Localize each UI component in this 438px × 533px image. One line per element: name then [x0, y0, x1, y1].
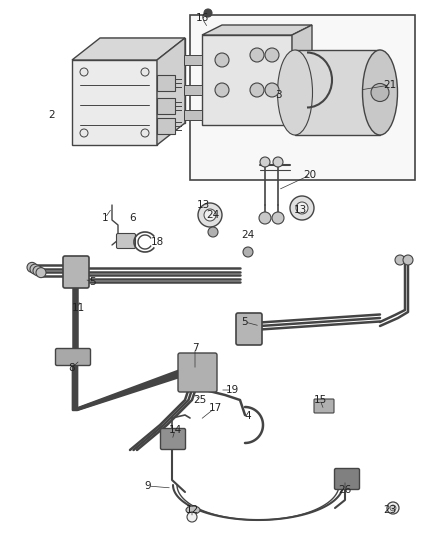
Text: 14: 14 [168, 425, 182, 435]
Text: 15: 15 [313, 395, 327, 405]
Circle shape [296, 202, 308, 214]
Text: 2: 2 [49, 110, 55, 120]
Circle shape [80, 129, 88, 137]
Circle shape [30, 264, 40, 274]
Circle shape [250, 48, 264, 62]
FancyBboxPatch shape [184, 55, 202, 65]
Text: 26: 26 [339, 485, 352, 495]
Text: 4: 4 [245, 411, 251, 421]
Ellipse shape [278, 50, 312, 135]
FancyBboxPatch shape [295, 50, 380, 135]
Polygon shape [202, 25, 312, 35]
Text: 19: 19 [226, 385, 239, 395]
FancyBboxPatch shape [56, 349, 91, 366]
Text: 8: 8 [69, 363, 75, 373]
Circle shape [259, 212, 271, 224]
Text: 5: 5 [242, 317, 248, 327]
Circle shape [80, 68, 88, 76]
Circle shape [273, 157, 283, 167]
Circle shape [260, 157, 270, 167]
Text: 1: 1 [102, 213, 108, 223]
Text: 20: 20 [304, 170, 317, 180]
Polygon shape [72, 60, 157, 145]
Circle shape [387, 502, 399, 514]
Circle shape [265, 83, 279, 97]
FancyBboxPatch shape [184, 110, 202, 120]
Circle shape [208, 227, 218, 237]
Polygon shape [157, 75, 175, 91]
Circle shape [36, 268, 46, 278]
FancyBboxPatch shape [160, 429, 186, 449]
Polygon shape [157, 118, 175, 134]
Circle shape [33, 266, 43, 276]
Circle shape [395, 255, 405, 265]
FancyBboxPatch shape [117, 233, 135, 248]
Text: 13: 13 [196, 200, 210, 210]
Circle shape [215, 83, 229, 97]
Text: 17: 17 [208, 403, 222, 413]
Circle shape [265, 48, 279, 62]
FancyBboxPatch shape [190, 15, 415, 180]
Circle shape [290, 196, 314, 220]
Circle shape [198, 203, 222, 227]
Polygon shape [292, 25, 312, 125]
Circle shape [272, 212, 284, 224]
Circle shape [204, 209, 216, 221]
Text: 12: 12 [185, 505, 198, 515]
Circle shape [250, 83, 264, 97]
Text: 16: 16 [195, 13, 208, 23]
Ellipse shape [371, 84, 389, 101]
Polygon shape [157, 98, 175, 114]
Text: 24: 24 [241, 230, 254, 240]
Circle shape [27, 262, 37, 272]
Circle shape [215, 53, 229, 67]
Text: 24: 24 [206, 210, 219, 220]
Polygon shape [157, 38, 185, 145]
Text: 13: 13 [293, 205, 307, 215]
FancyBboxPatch shape [63, 256, 89, 288]
Circle shape [243, 247, 253, 257]
Text: 7: 7 [192, 343, 198, 353]
Circle shape [141, 68, 149, 76]
Ellipse shape [186, 506, 200, 514]
Text: 9: 9 [145, 481, 151, 491]
Circle shape [204, 9, 212, 17]
Text: 5: 5 [88, 277, 95, 287]
Circle shape [187, 512, 197, 522]
FancyBboxPatch shape [236, 313, 262, 345]
Text: 11: 11 [71, 303, 85, 313]
Polygon shape [202, 35, 292, 125]
Text: 21: 21 [383, 80, 397, 90]
Text: 6: 6 [130, 213, 136, 223]
Polygon shape [100, 38, 185, 123]
Ellipse shape [363, 50, 398, 135]
Circle shape [390, 505, 396, 511]
Text: 25: 25 [193, 395, 207, 405]
Text: 18: 18 [150, 237, 164, 247]
FancyBboxPatch shape [335, 469, 360, 489]
Polygon shape [72, 38, 185, 60]
Text: 3: 3 [275, 90, 281, 100]
FancyBboxPatch shape [184, 85, 202, 95]
Circle shape [403, 255, 413, 265]
Text: 23: 23 [383, 505, 397, 515]
Circle shape [141, 129, 149, 137]
FancyBboxPatch shape [314, 399, 334, 413]
FancyBboxPatch shape [178, 353, 217, 392]
